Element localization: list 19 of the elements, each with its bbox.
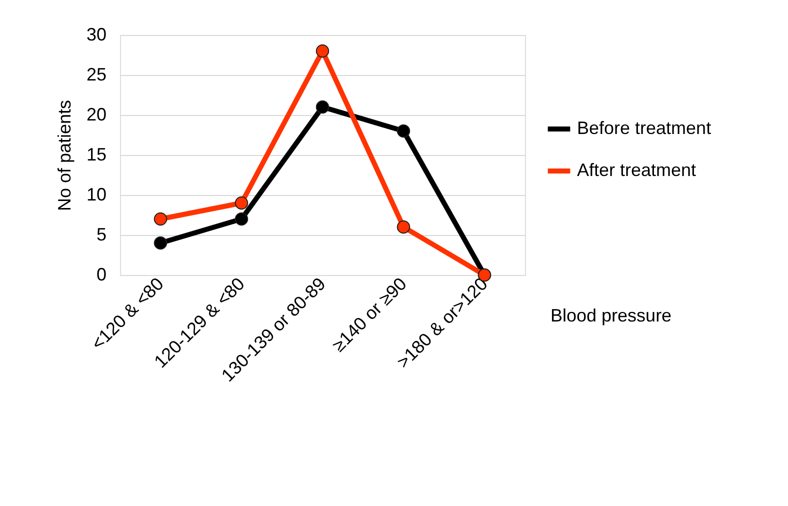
x-axis-title: Blood pressure xyxy=(550,306,672,326)
y-tick-label: 15 xyxy=(86,144,106,164)
point xyxy=(234,212,248,226)
y-tick-label: 30 xyxy=(86,24,106,44)
y-tick-label: 5 xyxy=(96,224,106,244)
point xyxy=(234,196,248,210)
legend-label: Before treatment xyxy=(577,118,712,138)
point xyxy=(396,124,410,138)
y-tick-label: 25 xyxy=(86,64,106,84)
y-tick-label: 10 xyxy=(86,184,106,204)
y-tick-label: 20 xyxy=(86,104,106,124)
point xyxy=(396,220,410,234)
point xyxy=(316,44,330,58)
legend-label: After treatment xyxy=(577,160,696,180)
point xyxy=(154,236,168,250)
y-axis-title: No of patients xyxy=(54,100,74,212)
point xyxy=(154,212,168,226)
y-tick-label: 0 xyxy=(96,264,106,284)
point xyxy=(316,100,330,114)
